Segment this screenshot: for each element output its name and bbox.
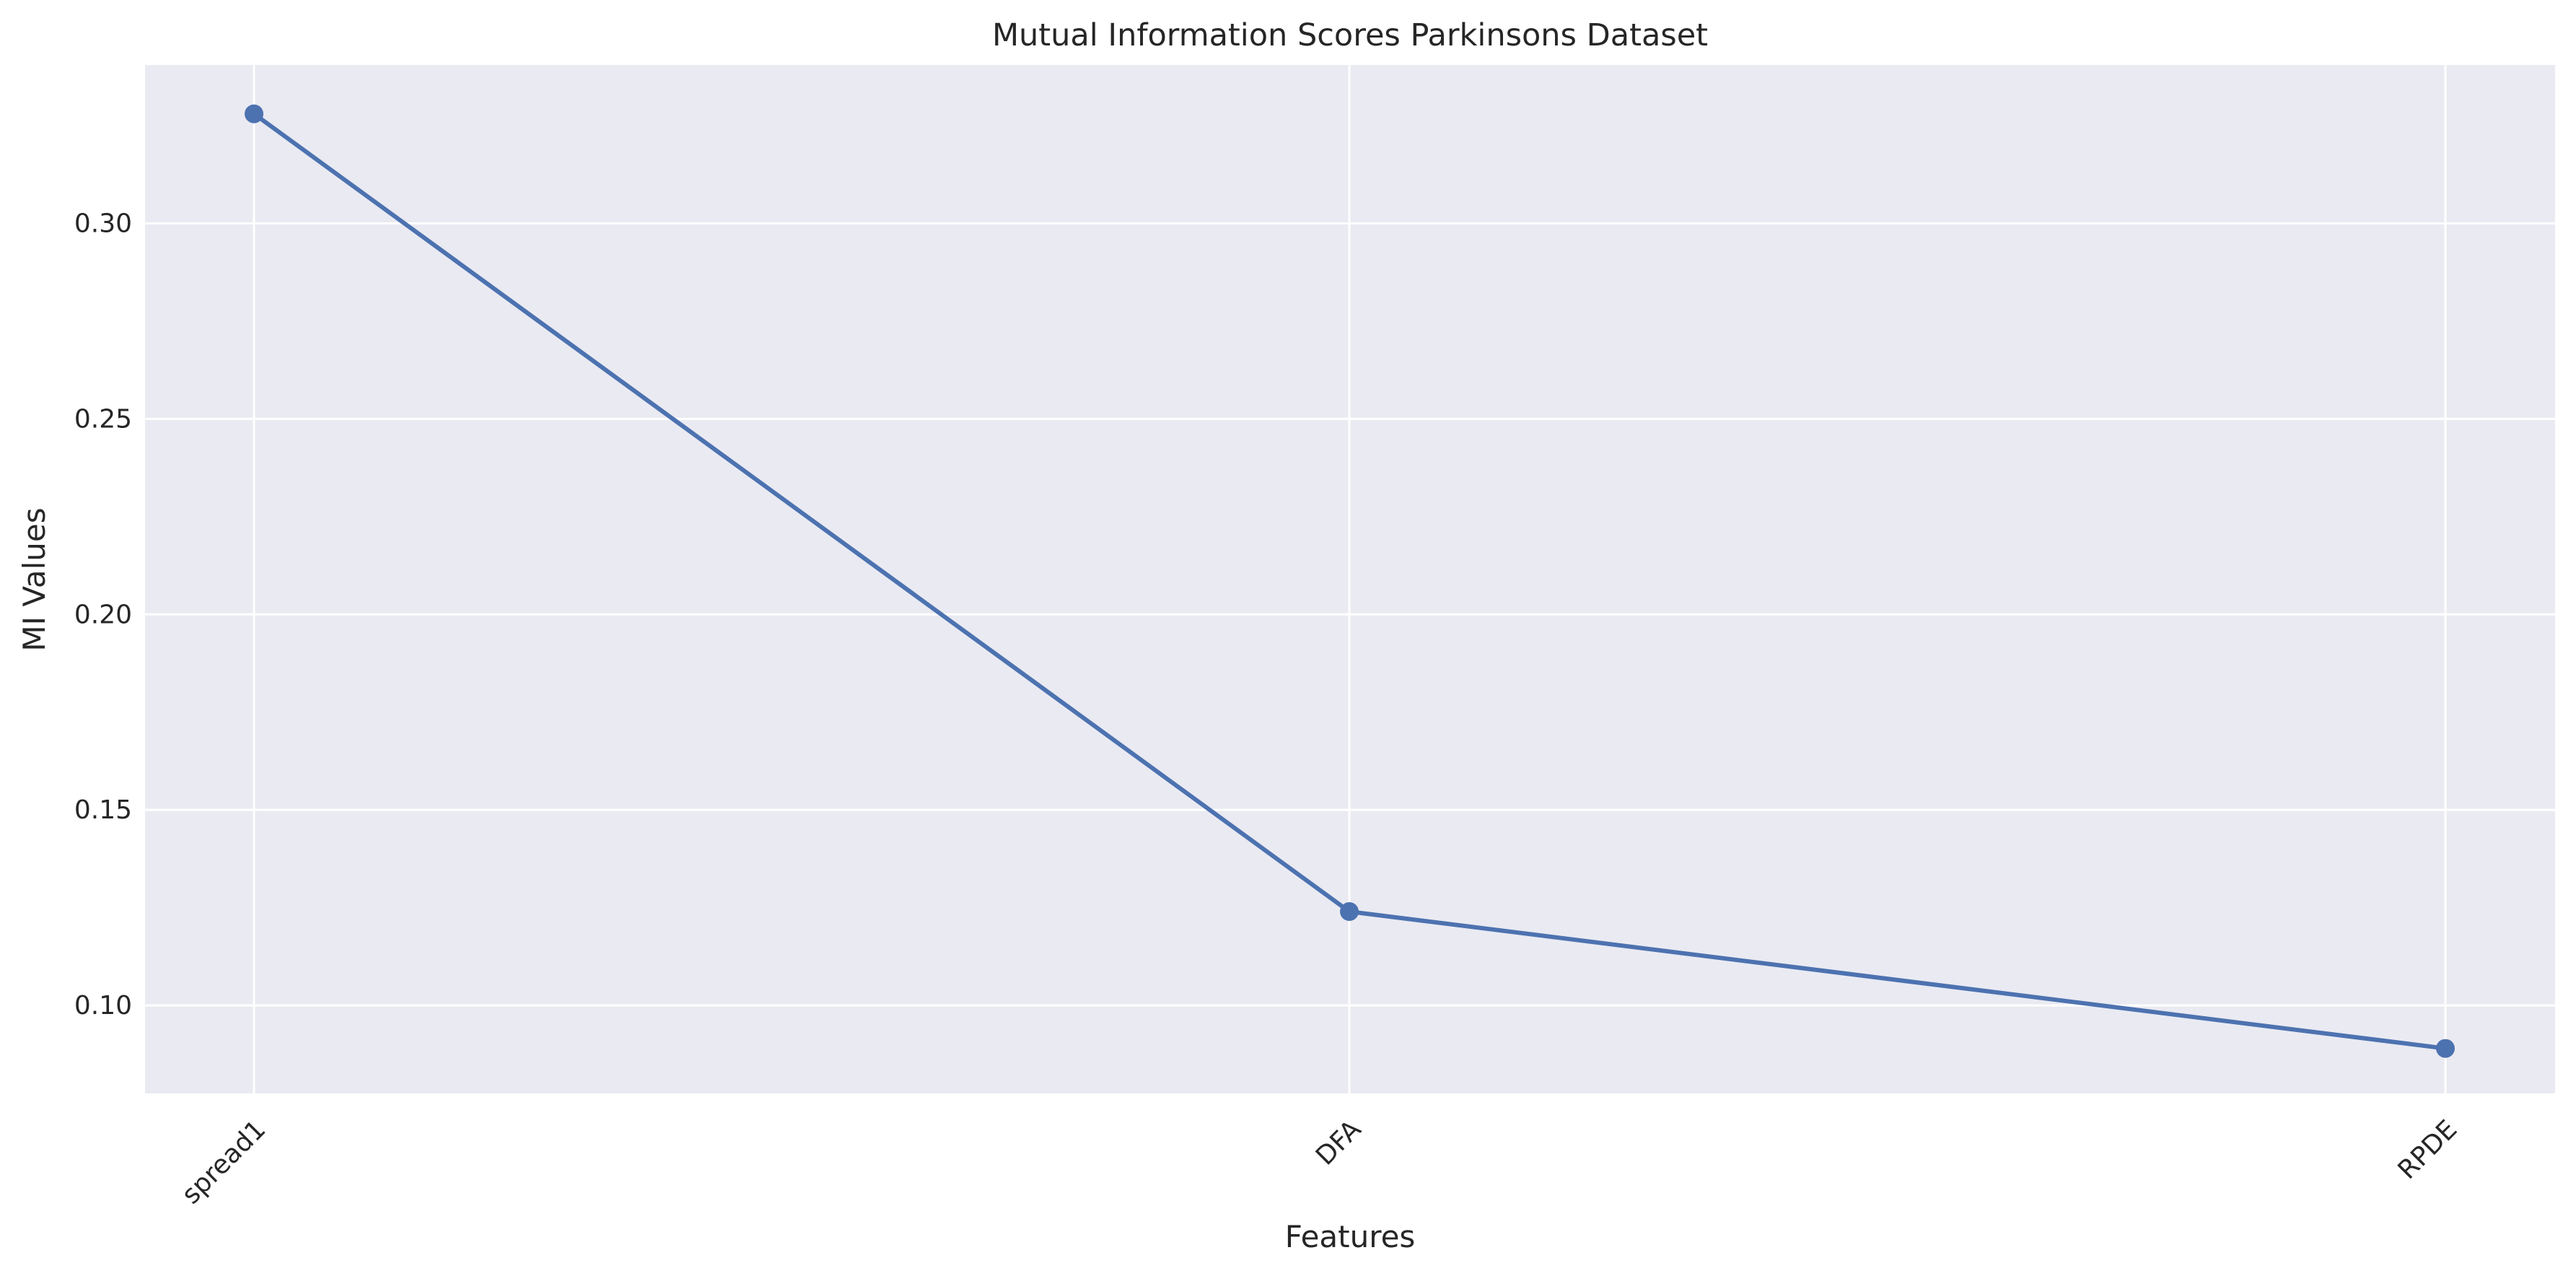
data-point [245, 104, 263, 123]
data-point [1340, 902, 1359, 922]
chart-title: Mutual Information Scores Parkinsons Dat… [992, 17, 1708, 53]
y-tick-label: 0.20 [74, 600, 132, 629]
y-tick-label: 0.25 [74, 404, 132, 434]
grid-lines [145, 65, 2555, 1093]
y-tick-label: 0.30 [74, 209, 132, 238]
y-tick-label: 0.10 [74, 991, 132, 1021]
y-axis-label: MI Values [17, 507, 52, 651]
x-axis-label: Features [1285, 1219, 1416, 1254]
x-axis-ticks: spread1 DFA RPDE [176, 1114, 2463, 1210]
x-tick-label: spread1 [176, 1114, 271, 1210]
y-tick-label: 0.15 [74, 795, 132, 825]
x-tick-label: RPDE [2393, 1114, 2463, 1185]
series [245, 104, 2455, 1058]
y-axis-ticks: 0.10 0.15 0.20 0.25 0.30 [74, 209, 132, 1021]
data-point [2436, 1039, 2455, 1058]
x-tick-label: DFA [1310, 1114, 1367, 1171]
